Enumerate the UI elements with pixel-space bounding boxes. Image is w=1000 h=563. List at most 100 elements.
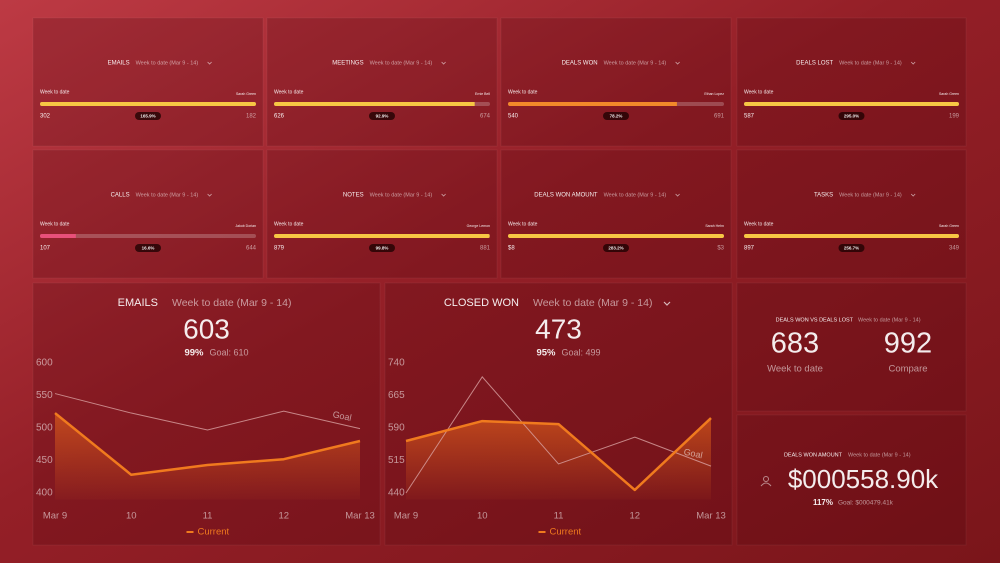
panel	[736, 149, 967, 279]
x-tick-label: 10	[477, 511, 488, 522]
tile-percent: 92.9%	[376, 113, 389, 118]
x-tick-label: 12	[629, 511, 640, 522]
panel	[736, 282, 967, 412]
tile-value: 540	[508, 114, 519, 120]
dropdown-caret	[675, 61, 680, 65]
tile-goal: 644	[246, 246, 257, 252]
chart-title: CLOSED WON	[444, 297, 519, 309]
bar-label: Week to date	[508, 221, 538, 227]
dropdown-caret[interactable]	[663, 301, 671, 306]
goal-line	[54, 393, 361, 431]
amount-goal: Goal: $000479.41k	[838, 500, 894, 507]
current-line	[405, 417, 712, 492]
tile-percent: 78.2%	[610, 113, 623, 118]
progress-bar	[40, 234, 76, 238]
big-number-label: Week to date	[767, 364, 823, 375]
tile-title: DEALS WON	[562, 61, 598, 67]
current-area	[406, 418, 711, 500]
dropdown-caret	[910, 193, 916, 197]
chart-period: Week to date (Mar 9 - 14)	[172, 297, 291, 309]
tile-goal: 349	[949, 246, 960, 252]
tile-percent: 256.7%	[844, 245, 859, 250]
big-number-label: Compare	[888, 364, 927, 375]
owner: Ernie Bell	[475, 92, 490, 96]
tile-percent: 295.0%	[844, 113, 859, 118]
panel	[500, 149, 732, 279]
y-tick-label: 515	[388, 455, 405, 466]
tile-title: DEALS WON AMOUNT	[534, 193, 598, 199]
panel	[384, 282, 733, 546]
y-tick-label: 400	[36, 488, 53, 499]
bar-track	[40, 234, 256, 238]
panel	[32, 17, 264, 147]
bar-label: Week to date	[40, 221, 70, 227]
x-tick-label: 11	[554, 511, 564, 522]
current-area	[55, 413, 360, 500]
tile-percent: 99.8%	[376, 245, 389, 250]
dropdown-caret	[441, 193, 446, 197]
y-tick-label: 600	[36, 358, 53, 369]
goal-label: Goal	[332, 409, 353, 423]
tile-period: Week to date (Mar 9 - 14)	[136, 60, 199, 66]
tile-percent: 16.6%	[142, 245, 155, 250]
progress-bar	[40, 102, 256, 106]
chart-percent: 99%	[184, 348, 204, 359]
tile-value: 302	[40, 114, 51, 120]
chart-value: 603	[183, 313, 230, 344]
panel-period: Week to date (Mar 9 - 14)	[858, 317, 921, 323]
y-tick-label: 450	[36, 455, 53, 466]
x-tick-label: Mar 13	[345, 511, 375, 522]
panel-title: DEALS WON AMOUNT	[784, 452, 843, 458]
chart-period: Week to date (Mar 9 - 14)	[533, 297, 652, 309]
tile-title: MEETINGS	[332, 61, 363, 67]
user-icon-body	[760, 482, 772, 487]
panel	[32, 282, 381, 546]
amount-percent: 117%	[813, 498, 833, 507]
x-tick-label: 12	[278, 511, 289, 522]
tile-percent: 165.9%	[140, 113, 155, 118]
bar-label: Week to date	[508, 89, 538, 95]
tile-period: Week to date (Mar 9 - 14)	[604, 60, 667, 66]
panel	[500, 17, 732, 147]
y-tick-label: 440	[388, 488, 405, 499]
x-tick-label: 11	[203, 511, 213, 522]
percent-pill	[603, 244, 629, 252]
bar-label: Week to date	[744, 89, 774, 95]
tile-goal: $3	[717, 246, 724, 252]
tile-title: CALLS	[111, 193, 130, 199]
tile-value: 587	[744, 114, 755, 120]
tile-goal: 881	[480, 246, 491, 252]
bar-label: Week to date	[274, 89, 304, 95]
bar-label: Week to date	[274, 221, 304, 227]
tile-value: $8	[508, 246, 515, 252]
panel	[266, 17, 498, 147]
progress-bar	[274, 234, 490, 238]
tile-goal: 182	[246, 114, 257, 120]
percent-pill	[838, 112, 865, 120]
tile-period: Week to date (Mar 9 - 14)	[370, 192, 433, 198]
progress-bar	[744, 234, 959, 238]
percent-pill	[369, 244, 395, 252]
tile-period: Week to date (Mar 9 - 14)	[839, 192, 902, 198]
dropdown-caret	[207, 193, 212, 197]
owner: Sarah Green	[939, 92, 959, 96]
amount-value: $000558.90k	[788, 464, 939, 494]
progress-bar	[508, 234, 724, 238]
dropdown-caret	[910, 61, 916, 65]
legend-label: Current	[550, 527, 582, 538]
x-tick-label: Mar 9	[394, 511, 418, 522]
percent-pill	[135, 112, 161, 120]
big-number: 992	[884, 328, 932, 360]
tile-period: Week to date (Mar 9 - 14)	[604, 192, 667, 198]
chart-title: EMAILS	[118, 297, 158, 309]
y-tick-label: 500	[36, 423, 53, 434]
tile-value: 897	[744, 246, 755, 252]
tile-goal: 674	[480, 114, 491, 120]
panel	[736, 414, 967, 546]
chart-value: 473	[535, 313, 582, 344]
progress-bar	[744, 102, 959, 106]
tile-title: DEALS LOST	[796, 61, 833, 67]
tile-value: 626	[274, 114, 285, 120]
legend-label: Current	[198, 527, 230, 538]
